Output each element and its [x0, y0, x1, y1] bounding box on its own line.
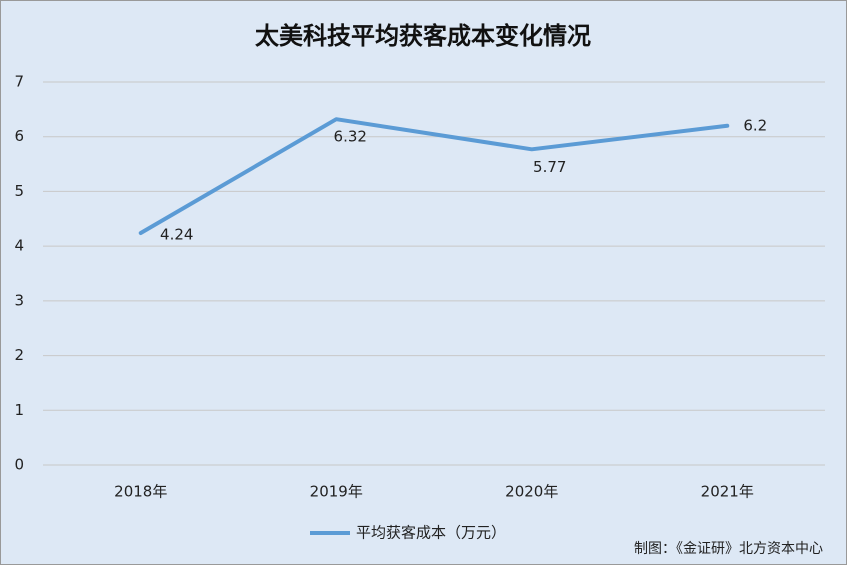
data-label: 4.24: [160, 226, 193, 244]
y-tick-label: 3: [14, 291, 24, 309]
x-tick-label: 2018年: [114, 483, 167, 501]
legend-label: 平均获客成本（万元）: [356, 524, 506, 542]
data-label: 6.32: [334, 128, 367, 146]
x-tick-label: 2020年: [505, 483, 558, 501]
series-line: [138, 117, 730, 236]
y-tick-label: 7: [14, 73, 24, 91]
y-tick-label: 5: [14, 182, 24, 200]
x-tick-label: 2019年: [310, 483, 363, 501]
y-tick-label: 4: [14, 237, 24, 255]
x-tick-label: 2021年: [701, 483, 754, 501]
data-label: 6.2: [743, 116, 767, 134]
y-tick-label: 2: [14, 346, 24, 364]
data-label: 5.77: [533, 158, 566, 176]
y-tick-label: 6: [14, 127, 24, 145]
y-tick-label: 1: [14, 401, 24, 419]
source-note: 制图：《金证研》北方资本中心: [634, 541, 823, 557]
y-tick-label: 0: [14, 456, 24, 474]
chart-title: 太美科技平均获客成本变化情况: [255, 22, 591, 50]
